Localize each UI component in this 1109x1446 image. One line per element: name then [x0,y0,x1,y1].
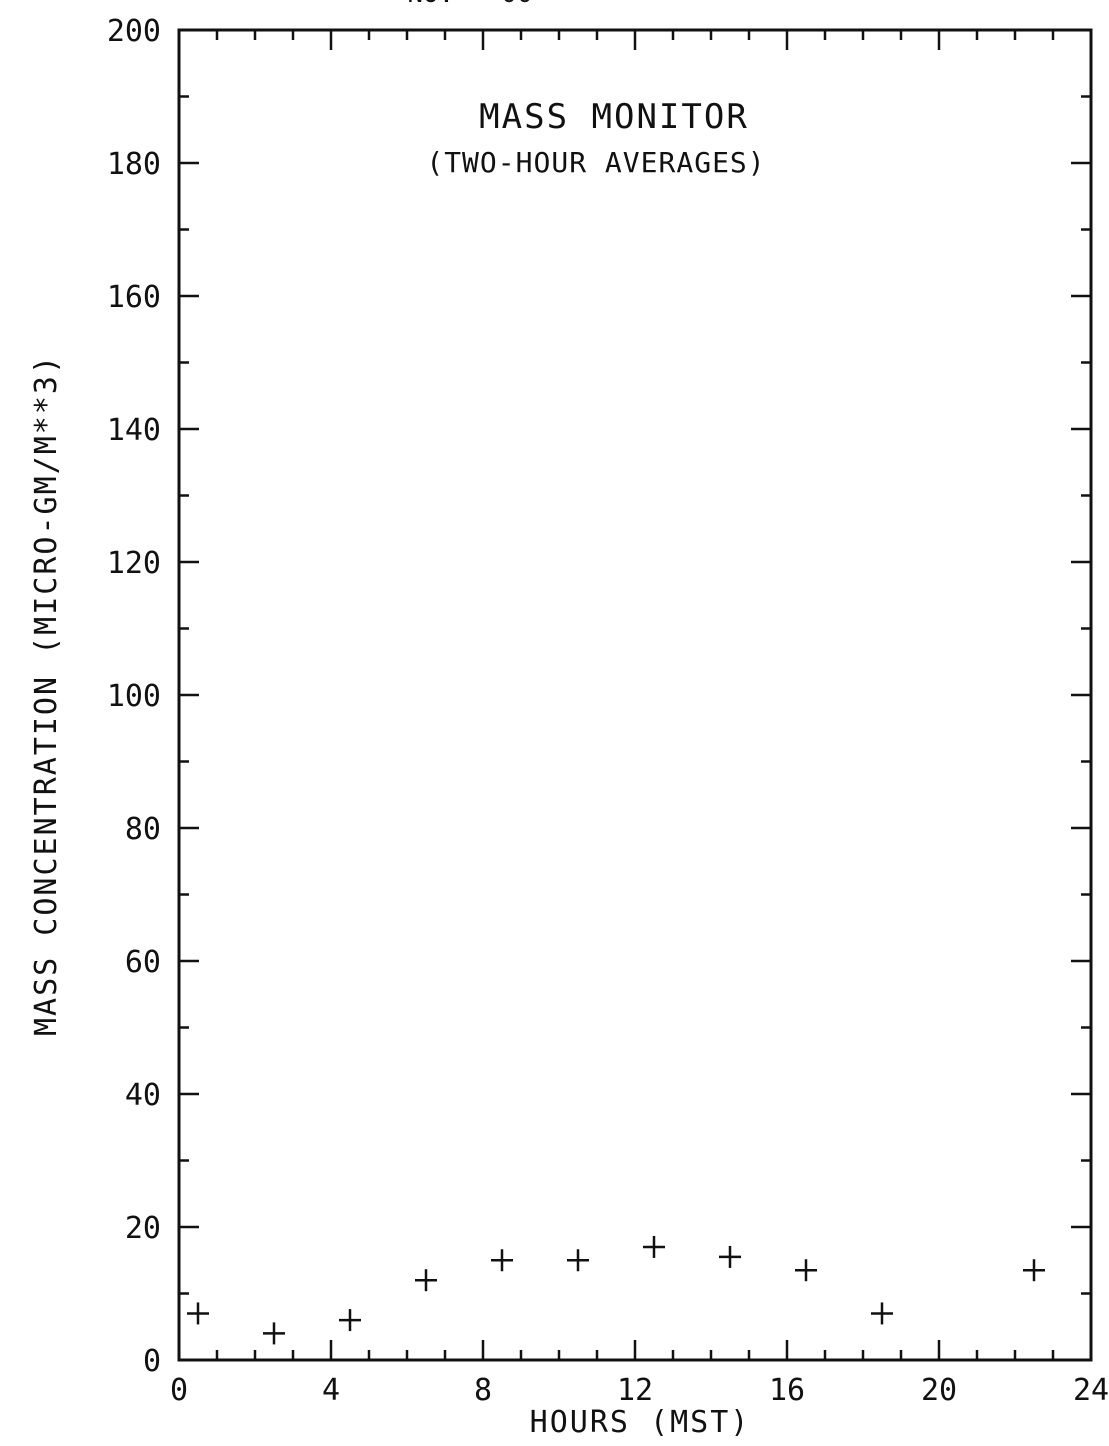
y-tick-label: 100 [107,679,161,714]
y-tick-label: 180 [107,147,161,182]
data-point [187,1302,209,1325]
top-fragment: NO. - 00 [407,0,532,9]
y-axis-label: MASS CONCENTRATION (MICRO-GM/M**3) [29,354,64,1036]
x-tick-label: 16 [769,1373,805,1408]
data-point [643,1235,665,1258]
x-tick-label: 24 [1073,1373,1109,1408]
data-point [263,1322,285,1345]
y-tick-label: 200 [107,14,161,49]
y-tick-label: 40 [125,1078,161,1113]
x-tick-label: 20 [921,1373,957,1408]
data-point [567,1249,589,1272]
y-tick-label: 160 [107,280,161,315]
axis-ticks [177,28,1093,1362]
y-tick-label: 60 [125,945,161,980]
y-tick-label: 80 [125,812,161,847]
y-tick-label: 140 [107,413,161,448]
data-point [415,1269,437,1292]
data-point [1023,1259,1045,1282]
plot-frame [177,28,1093,1362]
data-point [339,1309,361,1332]
data-point [491,1249,513,1272]
x-tick-label: 12 [617,1373,653,1408]
y-tick-label: 120 [107,546,161,581]
data-point [871,1302,893,1325]
data-point [719,1245,741,1268]
x-tick-label: 4 [322,1373,340,1408]
x-tick-label: 0 [170,1373,188,1408]
x-tick-label: 8 [474,1373,492,1408]
x-tick-labels: 0 4 8 12 16 20 24 [170,1373,1109,1408]
y-tick-label: 20 [125,1211,161,1246]
y-tick-labels: 0 20 40 60 80 100 120 140 160 180 200 [107,14,161,1379]
x-axis-label: HOURS (MST) [530,1405,751,1440]
data-points [187,1235,1045,1345]
chart-title: MASS MONITOR [479,97,749,137]
chart-subtitle: (TWO-HOUR AVERAGES) [426,146,765,179]
y-tick-label: 0 [143,1344,161,1379]
data-point [795,1259,817,1282]
